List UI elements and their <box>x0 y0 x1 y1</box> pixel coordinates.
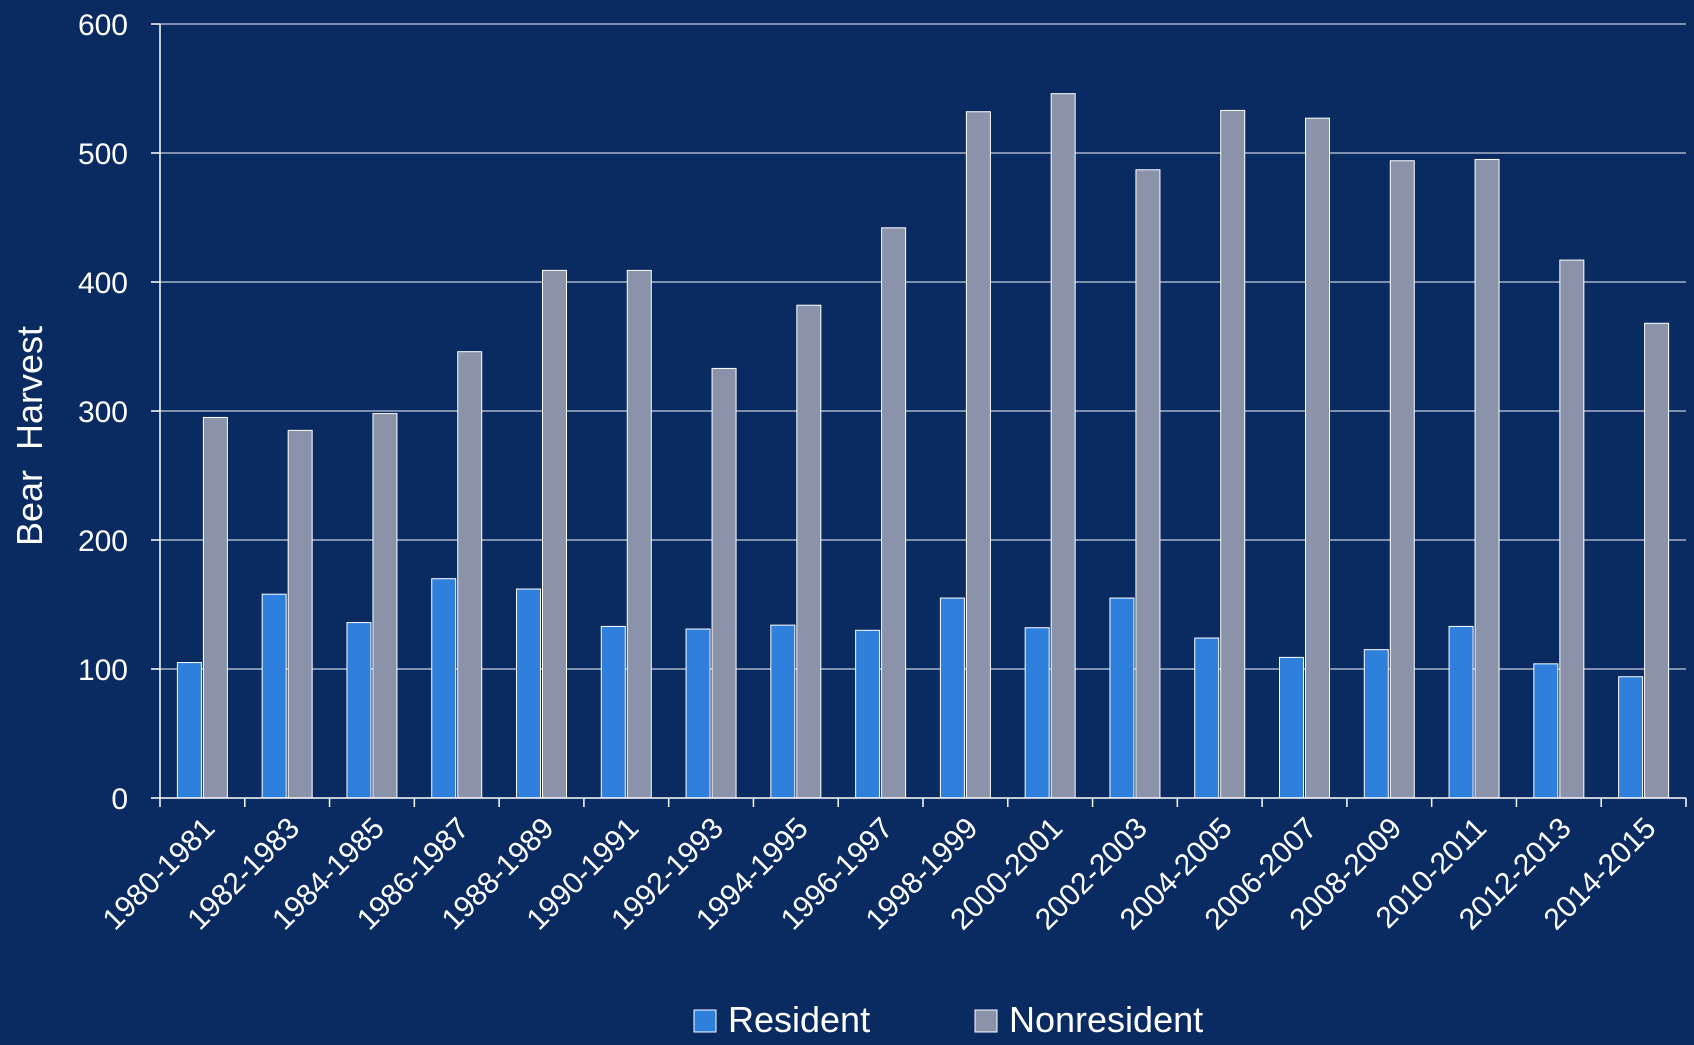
bar-nonresident-1990-1991 <box>626 269 652 799</box>
y-tick-label: 200 <box>78 525 128 558</box>
gridlines <box>160 23 1686 670</box>
bar-nonresident-1982-1983 <box>287 429 313 799</box>
bar-nonresident-1980-1981 <box>202 416 228 799</box>
legend: Resident Nonresident <box>693 999 1203 1040</box>
bar-resident-1982-1983 <box>261 593 287 799</box>
bar-nonresident-2014-2015 <box>1644 322 1670 799</box>
bar-resident-1992-1993 <box>685 628 711 799</box>
bar-nonresident-1994-1995 <box>796 304 822 799</box>
bar-nonresident-2010-2011 <box>1474 158 1500 799</box>
bar-resident-1988-1989 <box>516 588 541 799</box>
bar-nonresident-1984-1985 <box>372 413 398 799</box>
bar-nonresident-2000-2001 <box>1050 93 1076 799</box>
y-tick-label: 400 <box>78 267 128 300</box>
legend-label-nonresident: Nonresident <box>1009 999 1203 1040</box>
bar-nonresident-1988-1989 <box>542 269 567 799</box>
y-tick-label: 100 <box>78 654 128 687</box>
bar-nonresident-2006-2007 <box>1305 117 1330 799</box>
bar-resident-1990-1991 <box>600 625 626 799</box>
y-tick-labels: 0 100 200 300 400 500 600 <box>78 9 160 816</box>
bar-resident-1996-1997 <box>855 629 881 799</box>
legend-swatch-nonresident <box>974 1009 998 1033</box>
bar-resident-1980-1981 <box>176 662 202 799</box>
bar-nonresident-2008-2009 <box>1389 160 1415 799</box>
bar-resident-1986-1987 <box>431 578 457 799</box>
legend-swatch-resident <box>693 1009 717 1033</box>
bar-nonresident-1998-1999 <box>965 111 991 799</box>
y-tick-label: 600 <box>78 9 128 42</box>
x-tick-labels: 1980-19811982-19831984-19851986-19871988… <box>97 798 1687 936</box>
bar-nonresident-2004-2005 <box>1220 109 1246 799</box>
y-tick-label: 500 <box>78 138 128 171</box>
bar-resident-2004-2005 <box>1194 637 1220 799</box>
legend-label-resident: Resident <box>728 999 870 1040</box>
bar-nonresident-1986-1987 <box>457 351 483 799</box>
bar-resident-2002-2003 <box>1109 597 1135 799</box>
bar-nonresident-1996-1997 <box>881 227 907 799</box>
bar-resident-1994-1995 <box>770 624 796 799</box>
bar-nonresident-1992-1993 <box>711 367 737 799</box>
bar-resident-2008-2009 <box>1363 649 1389 799</box>
bar-nonresident-2012-2013 <box>1559 259 1585 799</box>
bar-resident-1984-1985 <box>346 622 372 799</box>
bar-resident-2014-2015 <box>1618 676 1644 799</box>
bar-resident-2006-2007 <box>1279 656 1304 799</box>
bar-nonresident-2002-2003 <box>1135 169 1161 799</box>
bar-resident-1998-1999 <box>939 597 965 799</box>
bar-resident-2000-2001 <box>1024 627 1050 799</box>
bar-resident-2012-2013 <box>1533 663 1559 799</box>
y-tick-label: 300 <box>78 396 128 429</box>
bars <box>176 93 1670 799</box>
y-axis-label: Bear Harvest <box>9 326 50 546</box>
y-tick-label: 0 <box>111 783 128 816</box>
bar-resident-2010-2011 <box>1448 625 1474 799</box>
